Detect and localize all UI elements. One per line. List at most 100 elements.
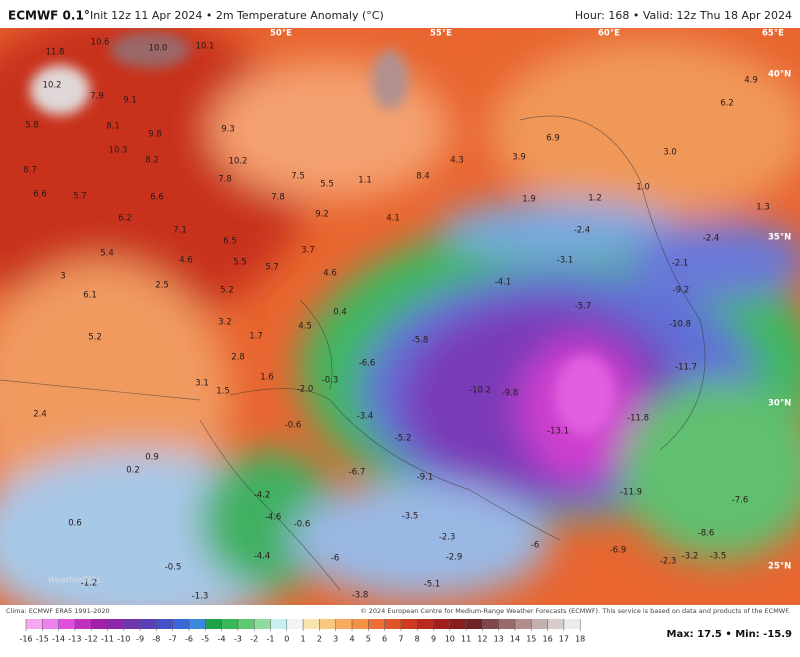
geo-label: 50°E [270, 29, 292, 39]
anomaly-label: 10.1 [196, 42, 215, 52]
anomaly-label: 1.6 [260, 373, 274, 383]
colorbar-label: 18 [575, 635, 585, 644]
colorbar-label: 12 [477, 635, 487, 644]
anomaly-label: -5.7 [575, 302, 592, 312]
anomaly-label: -3.5 [402, 512, 419, 522]
colorbar-swatch [205, 619, 222, 629]
anomaly-label: 10.6 [91, 38, 110, 48]
anomaly-label: 9.2 [315, 210, 329, 220]
colorbar-swatch [449, 619, 467, 629]
anomaly-label: -3.5 [710, 552, 727, 562]
anomaly-label: -5.1 [424, 580, 441, 590]
colorbar-label: 5 [366, 635, 371, 644]
anomaly-label: 7.1 [173, 226, 187, 236]
colorbar-label: -5 [201, 635, 209, 644]
colorbar-label: -2 [250, 635, 258, 644]
colorbar-label: -1 [267, 635, 275, 644]
anomaly-label: 4.6 [179, 256, 193, 266]
colorbar-label: 10 [445, 635, 455, 644]
model: ECMWF 0.1° [8, 9, 90, 23]
colorbar-label: -4 [218, 635, 226, 644]
anomaly-label: -4.1 [495, 278, 512, 288]
anomaly-label: 6.6 [33, 190, 47, 200]
colorbar-swatch [563, 619, 581, 629]
geo-label: 65°E [762, 29, 784, 39]
colorbar-label: 17 [559, 635, 569, 644]
anomaly-label: -2.3 [439, 533, 456, 543]
anomaly-label: 3.7 [301, 246, 315, 256]
colorbar-swatch [335, 619, 352, 629]
colorbar-swatch [123, 619, 141, 629]
colorbar-label: -13 [68, 635, 81, 644]
anomaly-label: -5.2 [395, 434, 412, 444]
anomaly-label: 4.3 [450, 156, 464, 166]
anomaly-label: 5.7 [73, 192, 87, 202]
anomaly-label: 5.7 [265, 263, 279, 273]
anomaly-label: -0.5 [165, 563, 182, 573]
colorbar-label: -9 [136, 635, 144, 644]
colorbar-swatch [74, 619, 92, 629]
colorbar-swatch [42, 619, 59, 629]
anomaly-label: 10.0 [149, 44, 168, 54]
anomaly-label: -6.7 [349, 468, 366, 478]
anomaly-label: -3.8 [352, 591, 369, 601]
colorbar-label: -15 [36, 635, 49, 644]
anomaly-label: 6.2 [118, 214, 132, 224]
anomaly-label: 6.9 [546, 134, 560, 144]
anomaly-label: 3.1 [195, 379, 209, 389]
colorbar-swatch [384, 619, 401, 629]
anomaly-label: 7.8 [218, 175, 232, 185]
colorbar-swatch [498, 619, 515, 629]
anomaly-label: -11.7 [675, 363, 697, 373]
anomaly-label: -2.3 [660, 557, 677, 567]
colorbar-swatch [189, 619, 206, 629]
colorbar-label: 3 [333, 635, 338, 644]
anomaly-label: 10.3 [109, 146, 128, 156]
colorbar-swatch [58, 619, 75, 629]
anomaly-label: 4.5 [298, 322, 312, 332]
anomaly-label: -6 [331, 554, 339, 564]
colorbar-label: -11 [101, 635, 114, 644]
anomaly-label: 5.2 [88, 333, 102, 343]
colorbar-swatch [107, 619, 124, 629]
colorbar-swatch [91, 619, 108, 629]
anomaly-label: 6.2 [720, 99, 734, 109]
anomaly-label: 6.5 [223, 237, 237, 247]
anomaly-label: 2.4 [33, 410, 47, 420]
anomaly-label: -2.9 [446, 553, 463, 563]
colorbar-swatch [156, 619, 173, 629]
anomaly-label: 8.2 [145, 156, 159, 166]
anomaly-label: 2.5 [155, 281, 169, 291]
anomaly-label: 1.7 [249, 332, 263, 342]
colorbar-label: 16 [543, 635, 553, 644]
colorbar-label: -14 [52, 635, 65, 644]
colorbar-label: -6 [185, 635, 193, 644]
anomaly-label: -4.2 [254, 491, 271, 501]
anomaly-label: 0.4 [333, 308, 347, 318]
anomaly-label: -6.6 [359, 359, 376, 369]
geo-label: 60°E [598, 29, 620, 39]
anomaly-label: -0.6 [285, 421, 302, 431]
colorbar-swatch [26, 619, 43, 629]
anomaly-label: 8.4 [416, 172, 430, 182]
colorbar-swatch [482, 619, 499, 629]
map-labels: 50°E 55°E 60°E 65°E 40°N 35°N 30°N 25°N 11.8 10.6… [23, 29, 791, 602]
anomaly-label: 8.1 [106, 122, 120, 132]
anomaly-label: 1.9 [522, 195, 536, 205]
anomaly-label: 5.5 [233, 258, 247, 268]
colorbar-swatch [547, 619, 564, 629]
anomaly-label: 1.5 [216, 387, 230, 397]
anomaly-label: -2.0 [297, 385, 314, 395]
anomaly-label: -7.6 [732, 496, 749, 506]
colorbar-swatch [319, 619, 336, 629]
geo-label: 35°N [768, 233, 791, 243]
anomaly-label: -2.1 [672, 259, 689, 269]
anomaly-label: 6.6 [150, 193, 164, 203]
anomaly-label: -11.9 [620, 488, 642, 498]
anomaly-label: -3.2 [682, 552, 699, 562]
colorbar-swatch [515, 619, 532, 629]
anomaly-label: -2.4 [574, 226, 591, 236]
anomaly-label: 1.3 [756, 203, 770, 213]
colorbar-label: 2 [317, 635, 322, 644]
geo-label: 30°N [768, 399, 791, 409]
